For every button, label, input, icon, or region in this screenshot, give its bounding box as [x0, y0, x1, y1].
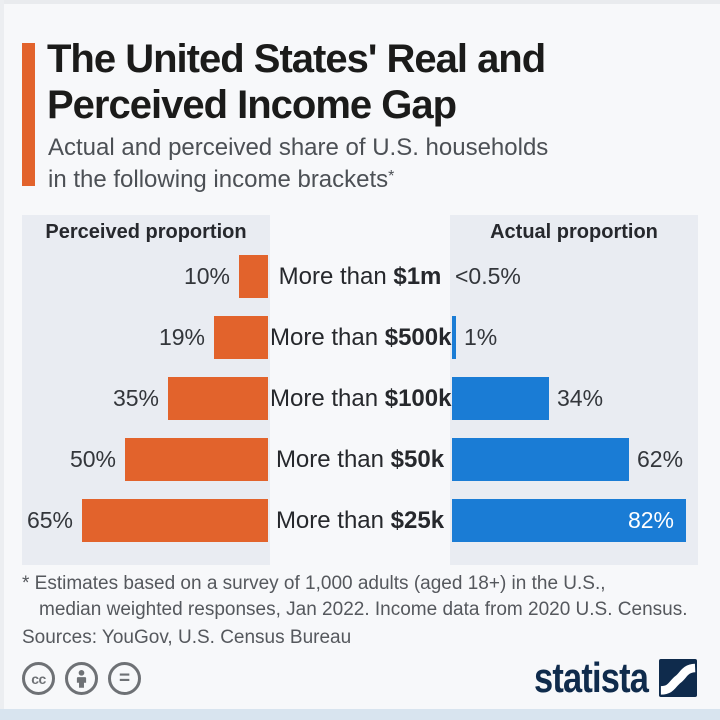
actual-bar — [452, 438, 629, 481]
perceived-value-label: 10% — [183, 263, 230, 289]
statista-logo: statista — [509, 654, 697, 701]
page-title-line1: The United States' Real and — [47, 37, 546, 81]
perceived-bar — [82, 499, 268, 542]
cc-no-derivatives-icon: = — [108, 662, 141, 695]
actual-bar — [452, 377, 549, 420]
page-subtitle-line1: Actual and perceived share of U.S. house… — [48, 134, 549, 161]
perceived-value-label: 19% — [158, 324, 205, 350]
actual-bar — [452, 499, 686, 542]
category-label: More than $50k — [270, 438, 450, 481]
category-prefix: More than — [270, 385, 379, 412]
page-subtitle: Actual and perceived share of U.S. house… — [48, 133, 668, 194]
perceived-bar — [239, 255, 268, 298]
category-label: More than $25k — [270, 499, 450, 542]
page-title-line2: Perceived Income Gap — [47, 83, 457, 127]
cc-icon: cc — [22, 662, 55, 695]
category-amount: $25k — [390, 507, 445, 534]
category-prefix: More than — [270, 324, 379, 351]
person-icon — [76, 670, 87, 688]
actual-bar — [452, 316, 456, 359]
actual-value-label: 82% — [627, 507, 674, 533]
title-accent-bar — [22, 43, 35, 186]
category-amount: $500k — [384, 324, 452, 351]
actual-header: Actual proportion — [490, 221, 658, 243]
footnote-asterisk: * — [388, 168, 395, 185]
chart-row: 35% More than $100k 34% — [0, 377, 720, 420]
category-prefix: More than — [275, 446, 384, 473]
category-label: More than $100k — [270, 377, 452, 420]
actual-value-label: 34% — [557, 385, 604, 411]
sources-line: Sources: YouGov, U.S. Census Bureau — [22, 627, 352, 648]
perceived-bar — [214, 316, 268, 359]
footnote-line1: * Estimates based on a survey of 1,000 a… — [22, 573, 606, 594]
chart-row: 19% More than $500k 1% — [0, 316, 720, 359]
cc-license-badges: cc = — [22, 662, 141, 695]
chart-row: 65% More than $25k 82% — [0, 499, 720, 542]
cc-attribution-person-icon — [65, 662, 98, 695]
statista-logo-icon — [659, 659, 697, 697]
perceived-header: Perceived proportion — [45, 221, 247, 243]
page-subtitle-line2: in the following income brackets* — [48, 166, 395, 193]
bottom-strip — [0, 709, 720, 720]
category-label: More than $1m — [270, 255, 450, 298]
perceived-value-label: 65% — [26, 507, 73, 533]
chart-row: 10% More than $1m <0.5% — [0, 255, 720, 298]
statista-wordmark: statista — [533, 654, 649, 701]
actual-value-label: <0.5% — [455, 263, 521, 289]
category-label: More than $500k — [270, 316, 452, 359]
category-prefix: More than — [278, 263, 387, 290]
perceived-bar — [125, 438, 268, 481]
category-amount: $50k — [390, 446, 445, 473]
page-title: The United States' Real and Perceived In… — [47, 36, 687, 128]
footnote-line2: median weighted responses, Jan 2022. Inc… — [39, 599, 688, 620]
chart-row: 50% More than $50k 62% — [0, 438, 720, 481]
perceived-bar — [168, 377, 268, 420]
perceived-value-label: 35% — [112, 385, 159, 411]
category-amount: $100k — [384, 385, 452, 412]
actual-value-label: 62% — [637, 446, 684, 472]
footnote: * Estimates based on a survey of 1,000 a… — [22, 571, 702, 651]
category-amount: $1m — [393, 263, 442, 290]
category-prefix: More than — [275, 507, 384, 534]
perceived-value-label: 50% — [69, 446, 116, 472]
left-edge-divider — [0, 0, 4, 710]
actual-value-label: 1% — [464, 324, 498, 350]
top-edge-divider — [0, 0, 720, 4]
